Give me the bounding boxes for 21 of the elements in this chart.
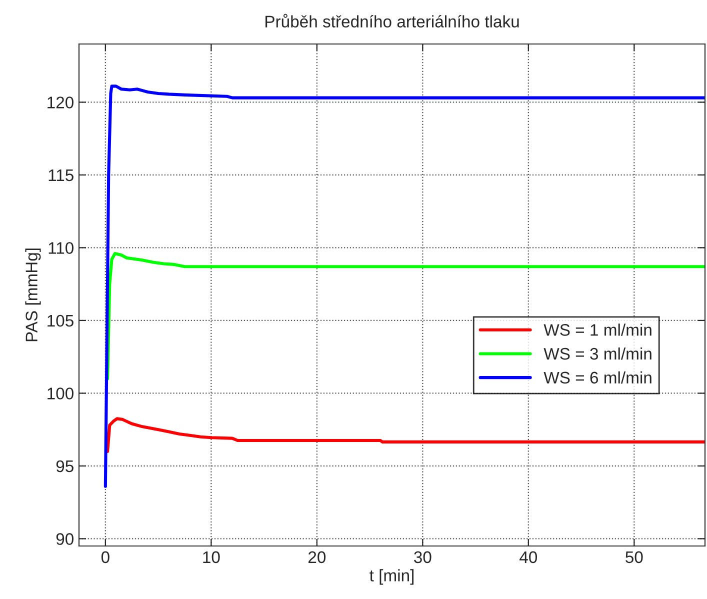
chart-title: Průběh středního arteriálního tlaku	[266, 14, 519, 28]
y-tick-label: 105	[48, 314, 74, 327]
line-series	[106, 417, 705, 453]
x-axis-title: t [min]	[370, 569, 414, 585]
x-tick-label: 10	[203, 551, 220, 564]
x-tick-label: 40	[520, 551, 538, 564]
y-tick-label: 120	[48, 96, 74, 108]
y-tick-label: 110	[48, 242, 74, 254]
x-tick-label: 50	[626, 551, 643, 564]
legend-label: WS = 1 ml/min	[544, 324, 652, 336]
line-series	[104, 84, 705, 488]
legend-label: WS = 3 ml/min	[544, 347, 652, 360]
y-tick-label: 95	[56, 460, 74, 472]
x-tick-label: 20	[308, 551, 326, 564]
legend-label: WS = 6 ml/min	[544, 371, 652, 384]
y-tick-label: 115	[48, 170, 74, 182]
x-tick-label: 30	[414, 551, 432, 564]
x-tick-label: 0	[101, 551, 110, 564]
y-axis-title: PAS [mmHg]	[25, 248, 41, 342]
y-tick-label: 90	[56, 533, 74, 545]
y-tick-label: 100	[48, 388, 74, 400]
